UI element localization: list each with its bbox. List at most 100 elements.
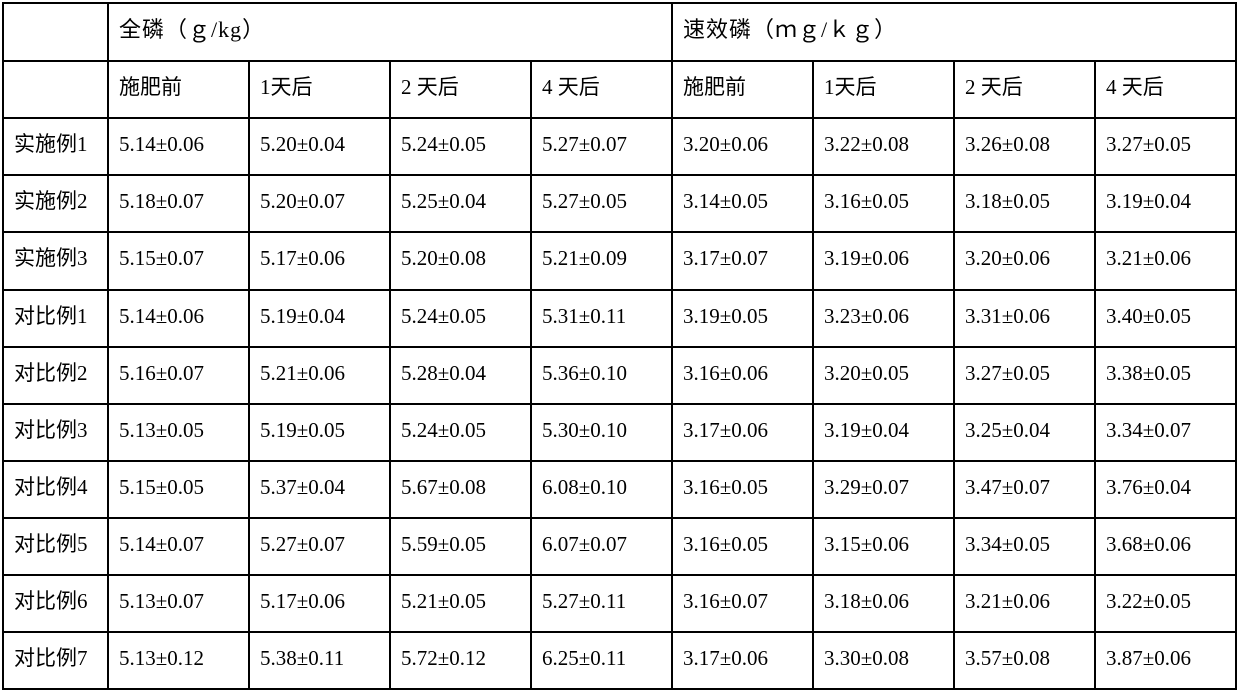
header-group-total-p-label: 全磷（ｇ/kg） — [109, 4, 671, 60]
table-cell: 3.18±0.06 — [813, 575, 954, 632]
table-cell: 3.16±0.05 — [672, 461, 813, 518]
header-group-total-p: 全磷（ｇ/kg） — [108, 3, 672, 61]
table-cell: 3.30±0.08 — [813, 632, 954, 689]
table-cell: 5.15±0.07 — [108, 232, 249, 289]
subhead-4: 施肥前 — [672, 61, 813, 118]
subhead-6: 2 天后 — [954, 61, 1095, 118]
table-cell: 3.27±0.05 — [954, 347, 1095, 404]
table-cell: 3.25±0.04 — [954, 404, 1095, 461]
table-cell: 3.34±0.05 — [954, 518, 1095, 575]
table-row: 实施例3 5.15±0.07 5.17±0.06 5.20±0.08 5.21±… — [3, 232, 1236, 289]
table-cell: 5.24±0.05 — [390, 404, 531, 461]
table-cell: 5.19±0.05 — [249, 404, 390, 461]
table-cell: 5.24±0.05 — [390, 290, 531, 347]
table-cell: 3.17±0.06 — [672, 404, 813, 461]
table-cell: 5.20±0.08 — [390, 232, 531, 289]
table-cell: 3.21±0.06 — [954, 575, 1095, 632]
table-row: 对比例3 5.13±0.05 5.19±0.05 5.24±0.05 5.30±… — [3, 404, 1236, 461]
table-cell: 3.76±0.04 — [1095, 461, 1236, 518]
table-cell: 3.19±0.04 — [1095, 175, 1236, 232]
table-cell: 5.25±0.04 — [390, 175, 531, 232]
row-label: 对比例3 — [3, 404, 108, 461]
table-cell: 3.20±0.05 — [813, 347, 954, 404]
table-row: 对比例1 5.14±0.06 5.19±0.04 5.24±0.05 5.31±… — [3, 290, 1236, 347]
table-cell: 3.19±0.05 — [672, 290, 813, 347]
table-cell: 5.67±0.08 — [390, 461, 531, 518]
table-cell: 5.13±0.05 — [108, 404, 249, 461]
table-cell: 5.16±0.07 — [108, 347, 249, 404]
table-row: 对比例6 5.13±0.07 5.17±0.06 5.21±0.05 5.27±… — [3, 575, 1236, 632]
table-cell: 5.24±0.05 — [390, 118, 531, 175]
row-label: 实施例2 — [3, 175, 108, 232]
table-cell: 6.25±0.11 — [531, 632, 672, 689]
table-cell: 3.14±0.05 — [672, 175, 813, 232]
table-cell: 5.36±0.10 — [531, 347, 672, 404]
table-cell: 5.28±0.04 — [390, 347, 531, 404]
table-cell: 3.23±0.06 — [813, 290, 954, 347]
table-cell: 3.16±0.06 — [672, 347, 813, 404]
subhead-5: 1天后 — [813, 61, 954, 118]
subhead-2: 2 天后 — [390, 61, 531, 118]
subhead-0: 施肥前 — [108, 61, 249, 118]
table-cell: 5.37±0.04 — [249, 461, 390, 518]
table-cell: 3.87±0.06 — [1095, 632, 1236, 689]
row-label: 对比例7 — [3, 632, 108, 689]
table-cell: 3.22±0.05 — [1095, 575, 1236, 632]
table-cell: 5.27±0.07 — [249, 518, 390, 575]
row-label: 实施例1 — [3, 118, 108, 175]
table-cell: 5.72±0.12 — [390, 632, 531, 689]
table-cell: 3.18±0.05 — [954, 175, 1095, 232]
table-row: 实施例1 5.14±0.06 5.20±0.04 5.24±0.05 5.27±… — [3, 118, 1236, 175]
table-cell: 3.20±0.06 — [954, 232, 1095, 289]
table-row: 对比例4 5.15±0.05 5.37±0.04 5.67±0.08 6.08±… — [3, 461, 1236, 518]
header-stub-2 — [3, 61, 108, 118]
table-row: 对比例5 5.14±0.07 5.27±0.07 5.59±0.05 6.07±… — [3, 518, 1236, 575]
table-cell: 5.59±0.05 — [390, 518, 531, 575]
table-cell: 5.20±0.07 — [249, 175, 390, 232]
row-label: 对比例2 — [3, 347, 108, 404]
table-cell: 3.38±0.05 — [1095, 347, 1236, 404]
table-cell: 5.30±0.10 — [531, 404, 672, 461]
table-cell: 5.17±0.06 — [249, 232, 390, 289]
subhead-1: 1天后 — [249, 61, 390, 118]
table-cell: 5.14±0.07 — [108, 518, 249, 575]
table-cell: 5.19±0.04 — [249, 290, 390, 347]
row-label: 对比例4 — [3, 461, 108, 518]
table-cell: 5.18±0.07 — [108, 175, 249, 232]
table-cell: 3.16±0.05 — [813, 175, 954, 232]
table-cell: 5.15±0.05 — [108, 461, 249, 518]
row-label: 对比例6 — [3, 575, 108, 632]
table-cell: 5.27±0.05 — [531, 175, 672, 232]
table-row: 对比例7 5.13±0.12 5.38±0.11 5.72±0.12 6.25±… — [3, 632, 1236, 689]
table-cell: 5.27±0.07 — [531, 118, 672, 175]
table-cell: 3.16±0.07 — [672, 575, 813, 632]
table-cell: 5.14±0.06 — [108, 290, 249, 347]
table-cell: 3.31±0.06 — [954, 290, 1095, 347]
table-cell: 5.38±0.11 — [249, 632, 390, 689]
table-cell: 5.31±0.11 — [531, 290, 672, 347]
table-cell: 3.26±0.08 — [954, 118, 1095, 175]
table-cell: 5.13±0.07 — [108, 575, 249, 632]
subhead-7: 4 天后 — [1095, 61, 1236, 118]
phosphorus-table: 全磷（ｇ/kg） 速效磷（ｍｇ/ｋｇ） 施肥前 1天后 2 天后 4 天后 施肥… — [2, 2, 1237, 690]
header-group-avail-p: 速效磷（ｍｇ/ｋｇ） — [672, 3, 1236, 61]
table-cell: 3.47±0.07 — [954, 461, 1095, 518]
table-header-row-1: 全磷（ｇ/kg） 速效磷（ｍｇ/ｋｇ） — [3, 3, 1236, 61]
row-label: 对比例5 — [3, 518, 108, 575]
table-cell: 3.17±0.06 — [672, 632, 813, 689]
table-cell: 5.20±0.04 — [249, 118, 390, 175]
table-cell: 3.16±0.05 — [672, 518, 813, 575]
table-cell: 5.14±0.06 — [108, 118, 249, 175]
table-cell: 5.21±0.06 — [249, 347, 390, 404]
table-cell: 3.19±0.06 — [813, 232, 954, 289]
table-cell: 3.27±0.05 — [1095, 118, 1236, 175]
table-cell: 5.13±0.12 — [108, 632, 249, 689]
header-group-avail-p-label: 速效磷（ｍｇ/ｋｇ） — [673, 4, 1235, 60]
row-label: 实施例3 — [3, 232, 108, 289]
table-cell: 5.21±0.09 — [531, 232, 672, 289]
table-cell: 6.08±0.10 — [531, 461, 672, 518]
table-cell: 3.34±0.07 — [1095, 404, 1236, 461]
table-cell: 6.07±0.07 — [531, 518, 672, 575]
table-cell: 3.19±0.04 — [813, 404, 954, 461]
table-cell: 5.27±0.11 — [531, 575, 672, 632]
